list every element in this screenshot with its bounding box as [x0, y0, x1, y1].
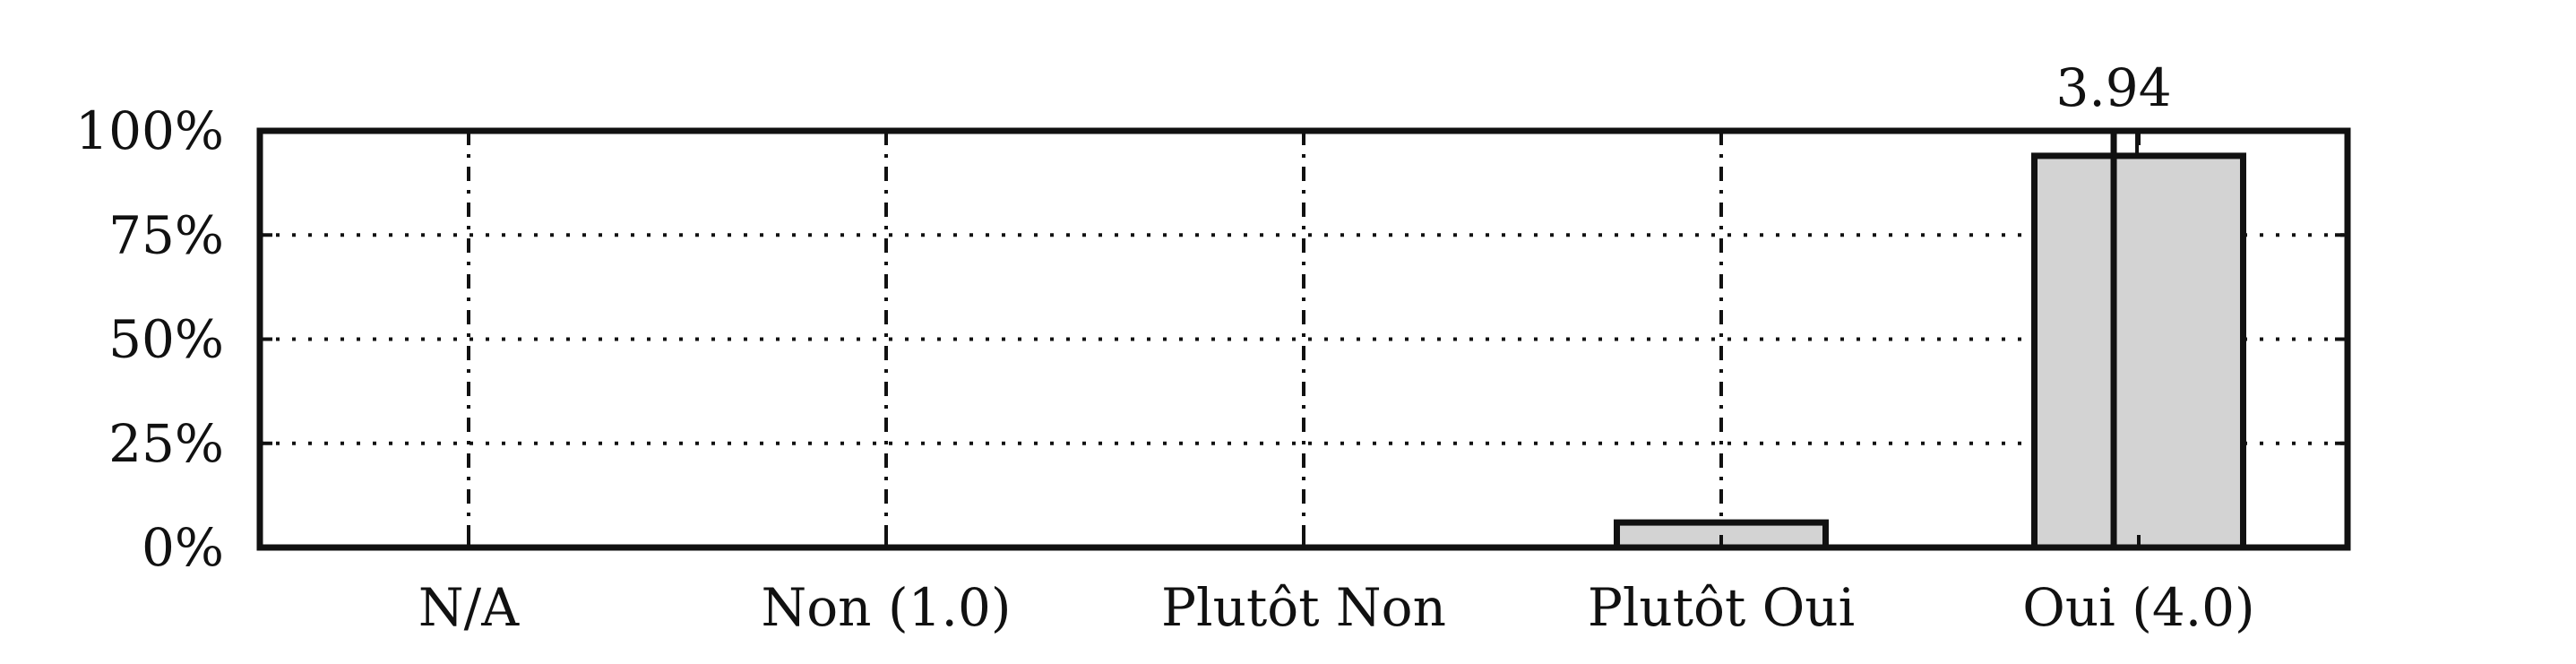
mean-value-label: 3.94	[2055, 57, 2171, 118]
x-tick-label-2: Plutôt Non	[1161, 577, 1446, 638]
x-tick-label-0: N/A	[418, 577, 520, 638]
mean-box	[2112, 129, 2140, 158]
y-tick-label-4: 100%	[75, 100, 224, 161]
y-tick-label-3: 75%	[108, 204, 224, 265]
bar-4	[2031, 152, 2246, 551]
x-tick-label-1: Non (1.0)	[762, 577, 1012, 638]
y-tick-label-2: 50%	[108, 309, 224, 370]
x-axis-ticks: N/A Non (1.0) Plutôt Non Plutôt Oui Oui (4.0…	[418, 131, 2255, 638]
mean-marker: 3.94	[2055, 57, 2172, 548]
x-tick-label-3: Plutôt Oui	[1588, 577, 1855, 638]
y-tick-label-1: 25%	[108, 413, 224, 474]
bars	[1614, 152, 2246, 551]
y-tick-label-0: 0%	[142, 517, 224, 578]
x-tick-label-4: Oui (4.0)	[2022, 577, 2254, 638]
y-axis-ticks: 0% 25% 50% 75% 100%	[75, 100, 2348, 578]
